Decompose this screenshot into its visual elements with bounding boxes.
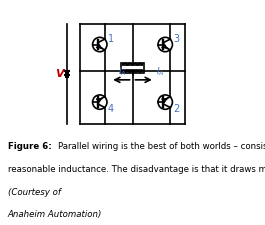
Text: reasonable inductance. The disadvantage is that it draws more current.: reasonable inductance. The disadvantage … bbox=[8, 165, 265, 174]
Text: 3: 3 bbox=[173, 34, 179, 44]
Bar bbox=[121, 63, 144, 73]
Text: $I_A$: $I_A$ bbox=[156, 65, 165, 78]
Text: 4: 4 bbox=[108, 104, 114, 114]
Text: Figure 6:: Figure 6: bbox=[8, 142, 52, 151]
Text: (Courtesy of: (Courtesy of bbox=[8, 188, 61, 197]
Text: 1: 1 bbox=[108, 34, 114, 44]
Text: Anaheim Automation): Anaheim Automation) bbox=[8, 210, 102, 219]
Text: V: V bbox=[55, 69, 64, 79]
Text: 2: 2 bbox=[173, 104, 179, 114]
Text: $I_{\bar{A}}$: $I_{\bar{A}}$ bbox=[118, 65, 126, 78]
Text: Parallel wiring is the best of both worlds – consistent torque across the board : Parallel wiring is the best of both worl… bbox=[58, 142, 265, 151]
